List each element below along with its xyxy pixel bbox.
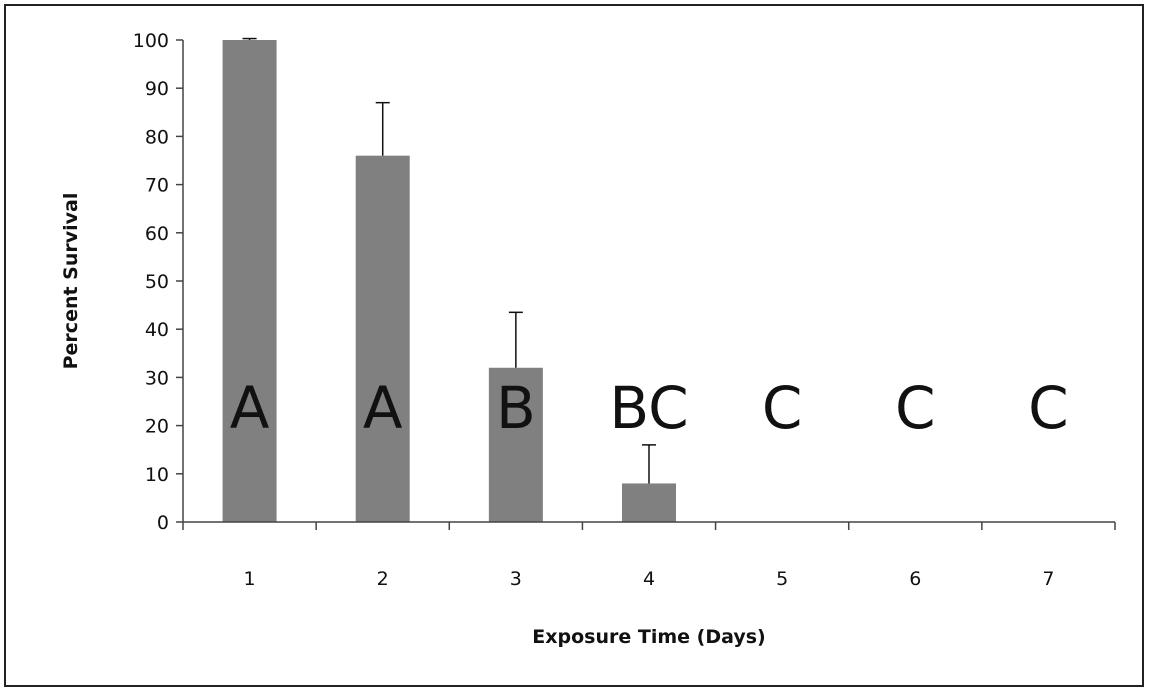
error-bars-layer: [242, 37, 656, 484]
bar: [488, 367, 543, 522]
bar: [622, 483, 676, 522]
y-ticks-layer: 0 10 20 30 40 50 60 70 80 90 100: [133, 30, 183, 534]
significance-letters-layer: A A B BC C C C: [230, 374, 1069, 442]
y-tick-label: 80: [145, 126, 169, 148]
x-tick-label: 5: [776, 568, 788, 590]
y-tick-label: 40: [145, 319, 169, 341]
y-tick-label: 20: [145, 416, 169, 438]
bars-layer: [222, 40, 676, 522]
y-tick-label: 30: [145, 367, 169, 389]
y-tick-label: 50: [145, 271, 169, 293]
significance-letter: BC: [609, 374, 688, 442]
significance-letter: C: [895, 374, 936, 442]
x-ticks-layer: 1 2 3 4 5 6 7: [182, 522, 1116, 590]
significance-letter: A: [363, 374, 403, 442]
y-axis-title: Percent Survival: [60, 193, 82, 370]
y-tick-label: 60: [145, 223, 169, 245]
y-tick-label: 100: [133, 30, 169, 52]
y-tick-label: 10: [145, 464, 169, 486]
x-axis-title: Exposure Time (Days): [532, 626, 765, 648]
bar: [355, 155, 410, 522]
significance-letter: B: [496, 374, 536, 442]
x-tick-label: 3: [510, 568, 522, 590]
x-tick-label: 6: [909, 568, 921, 590]
chart-frame: [4, 4, 1144, 687]
y-tick-label: 0: [157, 512, 169, 534]
significance-letter: C: [762, 374, 803, 442]
significance-letter: C: [1028, 374, 1069, 442]
significance-letter: A: [230, 374, 270, 442]
x-tick-label: 2: [377, 568, 389, 590]
y-tick-label: 90: [145, 78, 169, 100]
x-tick-label: 4: [643, 568, 655, 590]
x-tick-label: 7: [1042, 568, 1054, 590]
x-tick-label: 1: [244, 568, 256, 590]
bar: [222, 40, 277, 522]
y-tick-label: 70: [145, 175, 169, 197]
